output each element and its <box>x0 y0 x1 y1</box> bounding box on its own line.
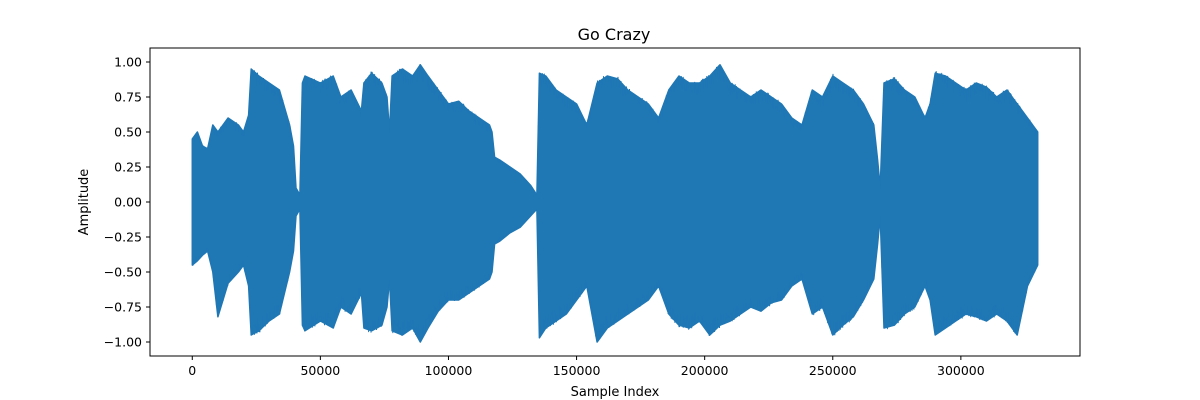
y-tick-label: −0.25 <box>104 230 142 245</box>
x-tick-label: 200000 <box>681 363 729 378</box>
y-tick-label: 0.50 <box>114 125 142 140</box>
y-axis-title: Amplitude <box>77 169 92 236</box>
x-axis: 0 50000 100000 150000 200000 250000 300000 <box>188 356 985 378</box>
y-tick-label: 0.00 <box>114 195 142 210</box>
y-tick-label: 1.00 <box>114 55 142 70</box>
waveform-spikes <box>191 64 1039 341</box>
x-tick-label: 0 <box>188 363 196 378</box>
x-tick-label: 150000 <box>553 363 601 378</box>
chart-title: Go Crazy <box>578 25 651 44</box>
y-tick-label: −1.00 <box>104 335 142 350</box>
y-tick-label: 0.75 <box>114 90 142 105</box>
y-tick-label: −0.75 <box>104 300 142 315</box>
x-tick-label: 50000 <box>300 363 340 378</box>
y-tick-label: −0.50 <box>104 265 142 280</box>
y-axis: −1.00 −0.75 −0.50 −0.25 0.00 0.25 0.50 0.75 1.00 <box>104 55 150 350</box>
x-axis-title: Sample Index <box>571 385 660 400</box>
x-tick-label: 250000 <box>809 363 857 378</box>
x-tick-label: 300000 <box>937 363 985 378</box>
x-tick-label: 100000 <box>425 363 473 378</box>
y-tick-label: 0.25 <box>114 160 142 175</box>
